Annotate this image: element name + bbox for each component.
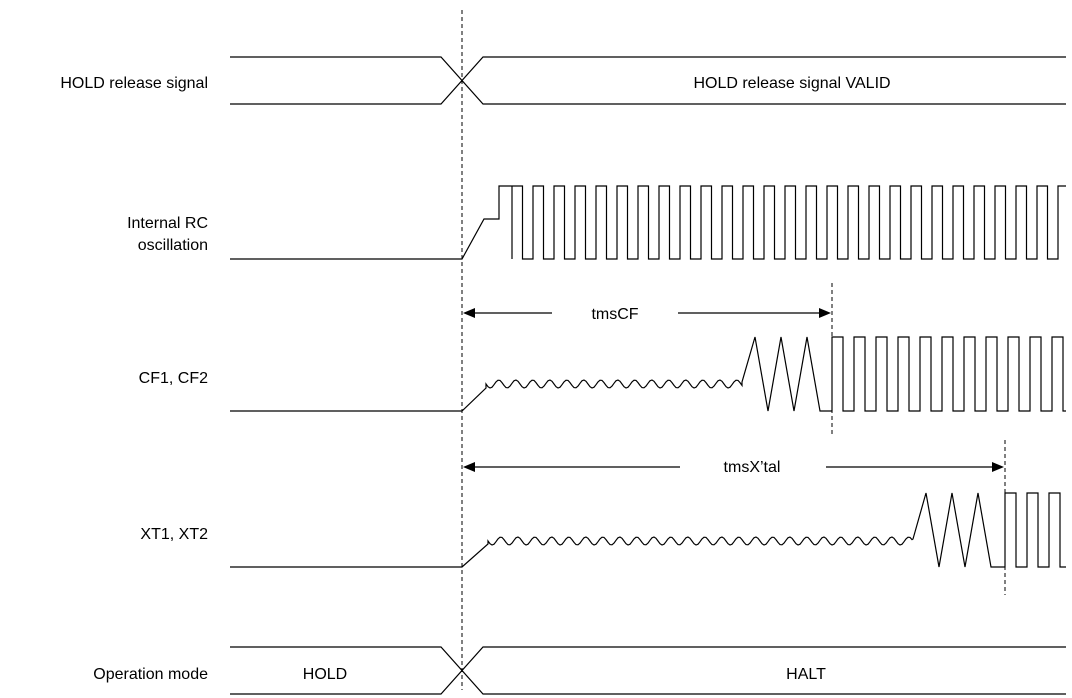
xt-signal-label: XT1, XT2 — [140, 526, 208, 543]
tms-xtal-label: tmsX’tal — [724, 459, 781, 476]
operation-mode-label: Operation mode — [93, 666, 208, 683]
rc-oscillation-label-line2: oscillation — [138, 237, 208, 254]
tms-cf-arrowhead-left — [463, 308, 475, 318]
hold-release-signal-label: HOLD release signal — [60, 75, 208, 92]
xt-oscillation-waveform — [230, 492, 1066, 568]
rc-oscillation-waveform — [230, 185, 1066, 260]
tms-cf-label: tmsCF — [591, 306, 638, 323]
cf-signal-label: CF1, CF2 — [139, 370, 208, 387]
operation-mode-hold-text: HOLD — [303, 666, 347, 683]
tms-xtal-arrowhead-right — [992, 462, 1004, 472]
operation-mode-halt-text: HALT — [786, 666, 826, 683]
rc-oscillation-label-line1: Internal RC — [127, 215, 208, 232]
hold-release-bus — [230, 56, 1066, 105]
operation-mode-bus — [230, 646, 1066, 695]
hold-release-valid-text: HOLD release signal VALID — [693, 75, 890, 92]
tms-xtal-arrowhead-left — [463, 462, 475, 472]
tms-cf-arrowhead-right — [819, 308, 831, 318]
cf-oscillation-waveform — [230, 336, 1066, 412]
